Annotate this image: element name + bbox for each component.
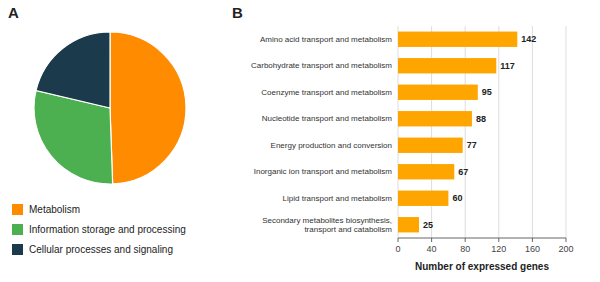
- category-label: Secondary metabolites biosynthesis,trans…: [262, 216, 392, 234]
- pie-slice: [110, 32, 186, 184]
- legend-label: Information storage and processing: [29, 224, 186, 235]
- category-labels: Amino acid transport and metabolism Carbo…: [251, 35, 392, 234]
- label-line: Amino acid transport and metabolism: [260, 35, 392, 44]
- grid-line: [532, 26, 533, 238]
- x-axis-title: Number of expressed genes: [415, 261, 549, 272]
- legend: Metabolism Information storage and proces…: [12, 204, 186, 255]
- category-label: Inorganic ion transport and metabolism: [254, 167, 393, 176]
- tick-label: 120: [491, 244, 506, 254]
- bar-value-label: 95: [482, 87, 492, 97]
- tick-mark: [498, 238, 499, 242]
- tick-label: 160: [525, 244, 540, 254]
- bar: [398, 32, 517, 47]
- x-axis-line: [398, 238, 566, 239]
- grid-line: [498, 26, 499, 238]
- bar: [398, 85, 478, 100]
- category-label: Energy production and conversion: [271, 141, 392, 150]
- label-line: Energy production and conversion: [271, 141, 392, 150]
- pie-panel: A671397289MetabolismInformation storage …: [8, 4, 186, 255]
- category-label: Amino acid transport and metabolism: [260, 35, 392, 44]
- grid-line: [431, 26, 432, 238]
- bar-value-label: 25: [423, 220, 433, 230]
- category-label: Coenzyme transport and metabolism: [261, 88, 392, 97]
- legend-swatch: [12, 204, 23, 215]
- legend-swatch: [12, 244, 23, 255]
- category-label: Carbohydrate transport and metabolism: [251, 61, 392, 70]
- bar-value-label: 77: [467, 140, 477, 150]
- label-line: Nucleotide transport and metabolism: [262, 114, 393, 123]
- panel-label: B: [232, 4, 243, 21]
- legend-label: Cellular processes and signaling: [29, 244, 173, 255]
- label-line: Coenzyme transport and metabolism: [261, 88, 392, 97]
- category-label: Nucleotide transport and metabolism: [262, 114, 393, 123]
- legend-label: Metabolism: [29, 204, 80, 215]
- tick-mark: [431, 238, 432, 242]
- label-line: transport and catabolism: [304, 225, 392, 234]
- bar-value-label: 60: [452, 193, 462, 203]
- tick-label: 40: [427, 244, 437, 254]
- bar: [398, 217, 419, 232]
- grid: [398, 26, 566, 238]
- pie-slice: [36, 32, 110, 108]
- bar: [398, 191, 448, 206]
- grid-line: [566, 26, 567, 238]
- bars: [398, 32, 517, 233]
- tick-mark: [566, 238, 567, 242]
- label-line: Inorganic ion transport and metabolism: [254, 167, 393, 176]
- tick-label: 0: [395, 244, 400, 254]
- panel-label: A: [8, 4, 19, 21]
- tick-label: 200: [558, 244, 573, 254]
- label-line: Lipid transport and metabolism: [283, 194, 393, 203]
- tick-mark: [532, 238, 533, 242]
- legend-swatch: [12, 224, 23, 235]
- bar-value-label: 117: [500, 61, 515, 71]
- bar-value-label: 67: [458, 167, 468, 177]
- bar: [398, 111, 472, 126]
- tick-label: 80: [460, 244, 470, 254]
- bar: [398, 58, 496, 73]
- bar-panel: B 0 40 80 120 160 200 142 117 95 88 77 67 60 25 Amino a…: [232, 4, 574, 272]
- chart-root: A671397289MetabolismInformation storage …: [0, 0, 600, 282]
- bar-labels: 142 117 95 88 77 67 60 25: [423, 34, 536, 230]
- label-line: Carbohydrate transport and metabolism: [251, 61, 392, 70]
- grid-line: [465, 26, 466, 238]
- label-line: Secondary metabolites biosynthesis,: [262, 216, 392, 225]
- bar: [398, 164, 454, 179]
- grid-line: [398, 26, 399, 238]
- tick-mark: [398, 238, 399, 242]
- bar-value-label: 142: [521, 34, 536, 44]
- category-label: Lipid transport and metabolism: [283, 194, 393, 203]
- bar-value-label: 88: [476, 114, 486, 124]
- bar: [398, 138, 463, 153]
- tick-mark: [465, 238, 466, 242]
